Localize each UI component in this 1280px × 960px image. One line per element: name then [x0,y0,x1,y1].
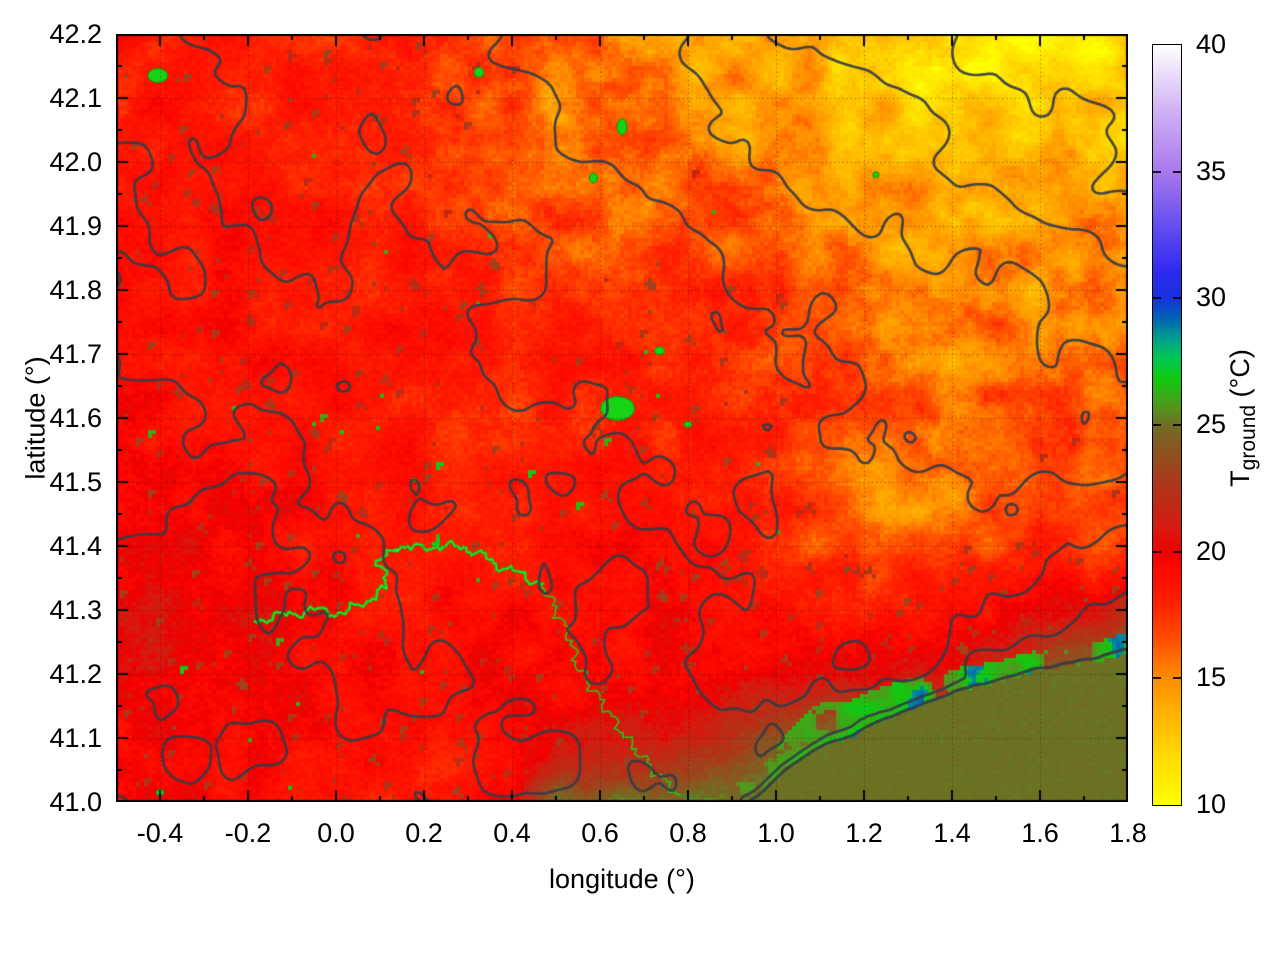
y-tick-label: 41.6 [49,403,102,433]
colorbar-title-unit: (°C) [1224,349,1255,405]
y-tick-label: 42.1 [49,83,102,113]
x-axis-label: longitude (°) [549,864,695,894]
y-tick-label: 41.4 [49,531,102,561]
colorbar-tick [1173,297,1181,300]
x-tick-label: -0.4 [136,818,184,848]
colorbar-tick [1153,297,1161,300]
x-tick-label: 1.4 [933,818,971,848]
y-tick-label: 41.9 [49,211,102,241]
colorbar-title: Tground (°C) [1225,349,1261,487]
x-tick-label: 1.8 [1109,818,1147,848]
colorbar-tick [1153,550,1161,553]
x-tick-label: 0.8 [669,818,707,848]
x-tick-label: 0.0 [317,818,355,848]
y-tick-label: 41.8 [49,275,102,305]
x-tick-label: 0.6 [581,818,619,848]
colorbar-tick [1173,550,1181,553]
x-tick-label: 0.2 [405,818,443,848]
x-tick-label: 0.4 [493,818,531,848]
y-tick-label: 41.7 [49,339,102,369]
colorbar-tick-label: 15 [1196,662,1227,693]
colorbar-tick [1153,677,1161,680]
colorbar [1152,44,1182,806]
x-tick-label: 1.0 [757,818,795,848]
colorbar-title-symbol: T [1224,470,1255,487]
y-tick-label: 42.0 [49,147,102,177]
colorbar-title-subscript: ground [1237,404,1261,471]
colorbar-tick-label: 35 [1196,155,1227,186]
colorbar-tick-label: 10 [1196,789,1227,819]
y-tick-label: 41.0 [49,787,102,817]
colorbar-tick [1153,424,1161,426]
colorbar-tick-label: 40 [1196,29,1227,59]
x-tick-label: -0.2 [224,818,272,848]
heatmap-canvas [116,34,1128,802]
colorbar-tick-label: 30 [1196,282,1227,313]
colorbar-tick [1153,170,1161,173]
y-axis-label: latitude (°) [20,356,51,480]
colorbar-tick-label: 25 [1196,409,1227,439]
x-tick-label: 1.6 [1021,818,1059,848]
y-tick-label: 41.1 [49,723,102,753]
colorbar-tick [1173,677,1181,680]
y-tick-label: 41.3 [49,595,102,625]
plot-area [116,34,1128,802]
y-tick-label: 41.5 [49,467,102,497]
y-tick-label: 42.2 [49,19,102,49]
colorbar-tick [1173,170,1181,173]
colorbar-tick [1173,424,1181,426]
y-tick-label: 41.2 [49,659,102,689]
colorbar-tick-label: 20 [1196,535,1227,566]
x-tick-label: 1.2 [845,818,883,848]
